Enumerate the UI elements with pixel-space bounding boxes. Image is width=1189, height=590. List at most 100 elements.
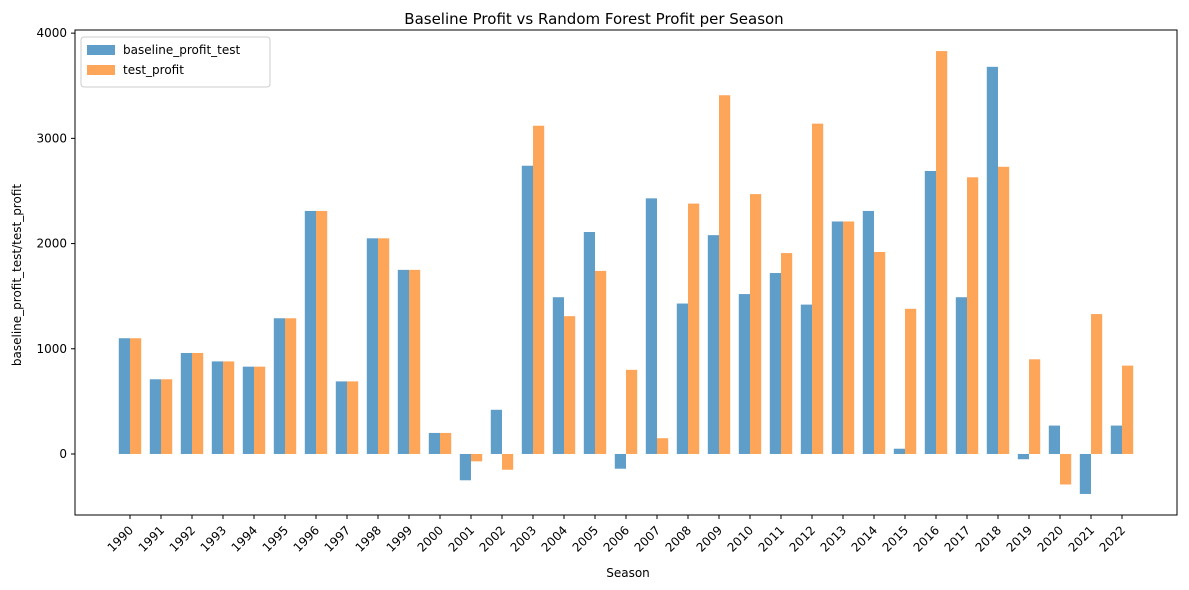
x-tick-label-2012: 2012: [787, 523, 818, 554]
bar-test_profit-2020: [1060, 453, 1072, 485]
x-tick-label-2021: 2021: [1066, 523, 1097, 554]
bar-test_profit-2017: [967, 177, 979, 454]
x-tick-label-2011: 2011: [756, 523, 787, 554]
y-tick-label-4000: 4000: [36, 26, 67, 40]
bar-baseline_profit_test-2012: [800, 304, 812, 454]
bar-test_profit-2014: [874, 251, 886, 454]
y-tick-label-3000: 3000: [36, 131, 67, 145]
bar-baseline_profit_test-2017: [955, 297, 967, 454]
bar-test_profit-2006: [626, 369, 638, 454]
bar-test_profit-1999: [409, 269, 421, 454]
y-tick-label-0: 0: [59, 447, 67, 461]
x-tick-label-2000: 2000: [415, 523, 446, 554]
bar-test_profit-1992: [192, 352, 204, 454]
bar-baseline_profit_test-2009: [707, 235, 719, 454]
x-tick-label-2019: 2019: [1004, 523, 1035, 554]
bar-test_profit-2021: [1091, 314, 1103, 454]
bar-baseline_profit_test-2008: [676, 303, 688, 454]
bar-baseline_profit_test-1996: [304, 210, 316, 454]
bar-baseline_profit_test-2007: [645, 198, 657, 454]
x-tick-label-1997: 1997: [322, 523, 353, 554]
x-tick-label-2004: 2004: [539, 523, 570, 554]
bar-test_profit-1998: [378, 238, 390, 454]
x-tick-label-1994: 1994: [229, 523, 260, 554]
x-tick-label-2015: 2015: [880, 523, 911, 554]
bar-test_profit-2022: [1122, 365, 1134, 454]
legend: baseline_profit_test test_profit: [80, 36, 271, 88]
x-tick-label-2010: 2010: [725, 523, 756, 554]
x-axis-label: Season: [606, 566, 650, 580]
bar-baseline_profit_test-1994: [242, 366, 254, 454]
legend-swatch-baseline_profit_test: [87, 45, 115, 55]
bar-baseline_profit_test-2015: [893, 448, 905, 454]
bar-test_profit-2005: [595, 270, 607, 454]
x-tick-label-2013: 2013: [818, 523, 849, 554]
bar-test_profit-1997: [347, 381, 359, 454]
plot-area: 0 1000 2000 3000 4000 1990 1991 1992 1993 1994 199…: [36, 26, 1178, 555]
bar-baseline_profit_test-2000: [428, 432, 440, 454]
bar-test_profit-1995: [285, 318, 297, 454]
x-tick-label-1993: 1993: [198, 523, 229, 554]
bar-test_profit-1996: [316, 210, 328, 454]
bar-baseline_profit_test-2021: [1079, 453, 1091, 494]
bar-baseline_profit_test-2001: [459, 453, 471, 481]
bar-test_profit-2009: [719, 95, 731, 454]
bar-baseline_profit_test-2004: [552, 297, 564, 454]
bar-baseline_profit_test-1995: [273, 318, 285, 454]
bar-baseline_profit_test-1997: [335, 381, 347, 454]
y-tick-label-2000: 2000: [36, 237, 67, 251]
x-tick-label-2014: 2014: [849, 523, 880, 554]
x-tick-label-2003: 2003: [508, 523, 539, 554]
bar-baseline_profit_test-1990: [118, 338, 130, 454]
x-tick-label-1990: 1990: [105, 523, 136, 554]
bar-baseline_profit_test-2020: [1048, 425, 1060, 454]
x-tick-label-1996: 1996: [291, 523, 322, 554]
bar-baseline_profit_test-2003: [521, 165, 533, 454]
x-tick-label-1999: 1999: [384, 523, 415, 554]
x-tick-label-2005: 2005: [570, 523, 601, 554]
bar-test_profit-2008: [688, 203, 700, 454]
x-tick-label-2001: 2001: [446, 523, 477, 554]
bar-test_profit-1991: [161, 379, 173, 454]
legend-label-test_profit: test_profit: [123, 63, 184, 77]
bar-baseline_profit_test-2014: [862, 210, 874, 454]
bar-baseline_profit_test-2005: [583, 232, 595, 454]
bar-test_profit-2002: [502, 453, 514, 470]
bar-test_profit-2004: [564, 316, 576, 454]
x-tick-label-2006: 2006: [601, 523, 632, 554]
x-tick-label-2022: 2022: [1097, 523, 1128, 554]
x-tick-label-2002: 2002: [477, 523, 508, 554]
bar-baseline_profit_test-2018: [986, 66, 998, 454]
x-tick-label-1992: 1992: [167, 523, 198, 554]
y-axis-label: baseline_profit_test/test_profit: [10, 184, 24, 366]
bar-baseline_profit_test-1998: [366, 238, 378, 454]
bar-test_profit-2016: [936, 51, 948, 454]
bar-test_profit-2007: [657, 438, 669, 454]
bar-test_profit-2000: [440, 432, 452, 454]
bar-test_profit-2011: [781, 253, 793, 454]
x-tick-label-2008: 2008: [663, 523, 694, 554]
bar-test_profit-2003: [533, 125, 545, 454]
legend-swatch-test_profit: [87, 65, 115, 75]
x-tick-label-2018: 2018: [973, 523, 1004, 554]
bar-baseline_profit_test-2011: [769, 273, 781, 454]
x-tick-label-1991: 1991: [136, 523, 167, 554]
bar-test_profit-1993: [223, 361, 235, 454]
bar-test_profit-1994: [254, 366, 266, 454]
chart-title: Baseline Profit vs Random Forest Profit …: [404, 10, 783, 28]
legend-box: [80, 36, 271, 88]
bar-test_profit-2013: [843, 221, 855, 454]
bar-test_profit-2018: [998, 166, 1010, 454]
bar-baseline_profit_test-2013: [831, 221, 843, 454]
x-tick-label-1998: 1998: [353, 523, 384, 554]
bar-test_profit-1990: [130, 338, 142, 454]
bar-baseline_profit_test-2019: [1017, 453, 1029, 460]
bar-baseline_profit_test-2016: [924, 170, 936, 454]
x-tick-label-2016: 2016: [911, 523, 942, 554]
bar-baseline_profit_test-1993: [211, 361, 223, 454]
bar-baseline_profit_test-1991: [149, 379, 161, 454]
bar-test_profit-2001: [471, 453, 483, 462]
bar-baseline_profit_test-2006: [614, 453, 626, 469]
y-tick-label-1000: 1000: [36, 342, 67, 356]
